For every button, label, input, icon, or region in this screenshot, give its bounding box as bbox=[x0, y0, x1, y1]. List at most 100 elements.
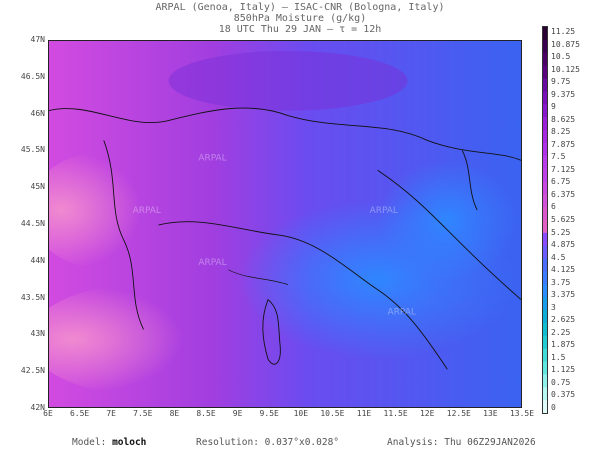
watermark: ARPAL bbox=[198, 153, 226, 163]
latitude-label: 43.5N bbox=[20, 292, 45, 302]
longitude-label: 10.5E bbox=[320, 409, 345, 418]
longitude-label: 10E bbox=[293, 409, 309, 418]
corsica-outline bbox=[262, 298, 281, 365]
longitude-label: 9E bbox=[232, 409, 243, 418]
colorbar-band bbox=[543, 374, 547, 388]
colorbar-band bbox=[543, 168, 547, 182]
colorbar-band bbox=[543, 232, 547, 247]
longitude-label: 7.5E bbox=[133, 409, 153, 418]
moisture-alps bbox=[168, 50, 408, 111]
colorbar-label: 7.875 bbox=[551, 139, 576, 149]
latitude-label: 46N bbox=[30, 108, 45, 118]
colorbar-band bbox=[543, 194, 547, 208]
watermark: ARPAL bbox=[388, 308, 416, 318]
longitude-label: 6.5E bbox=[69, 409, 90, 418]
colorbar-label: 3.75 bbox=[551, 277, 571, 287]
colorbar-label: 10.5 bbox=[551, 52, 571, 62]
moisture-map: ARPAL ARPAL ARPAL ARPAL ARPAL bbox=[48, 40, 522, 408]
longitude-label: 8.5E bbox=[196, 409, 216, 418]
colorbar-band bbox=[543, 335, 547, 350]
colorbar-label: 9.75 bbox=[551, 77, 571, 87]
watermark: ARPAL bbox=[133, 206, 161, 216]
colorbar-band bbox=[543, 27, 547, 41]
apennine-border bbox=[228, 269, 289, 285]
latitude-label: 42N bbox=[30, 403, 45, 412]
colorbar-label: 6 bbox=[551, 202, 556, 212]
longitude-label: 11E bbox=[356, 409, 372, 418]
watermark: ARPAL bbox=[370, 206, 398, 216]
colorbar-band bbox=[543, 220, 547, 234]
header-time: 18 UTC Thu 29 JAN — τ = 12h bbox=[218, 24, 382, 35]
analysis-value: Thu 06Z29JAN2026 bbox=[444, 437, 536, 448]
colorbar-label: 4.5 bbox=[551, 252, 566, 262]
longitude-label: 11.5E bbox=[383, 409, 408, 418]
colorbar-label: 8.625 bbox=[551, 114, 576, 124]
alpine-border bbox=[49, 107, 521, 161]
adriatic-coastline bbox=[377, 169, 521, 300]
longitude-label: 13E bbox=[483, 409, 498, 418]
colorbar-band bbox=[543, 400, 547, 413]
analysis-info: Analysis: Thu 06Z29JAN2026 bbox=[387, 437, 536, 448]
latitude-label: 42.5N bbox=[20, 366, 45, 376]
colorbar-label: 6.75 bbox=[551, 177, 571, 187]
latitude-label: 43N bbox=[30, 329, 45, 339]
colorbar-label: 2.625 bbox=[551, 315, 576, 325]
colorbar-label: 8.25 bbox=[551, 127, 571, 137]
watermark: ARPAL bbox=[198, 258, 226, 268]
colorbar-label: 3.375 bbox=[551, 290, 576, 300]
colorbar-band bbox=[543, 245, 547, 260]
longitude-label: 9.5E bbox=[259, 409, 279, 418]
colorbar-label: 0.75 bbox=[551, 377, 571, 387]
colorbar-label: 0.375 bbox=[551, 390, 576, 400]
latitude-label: 44.5N bbox=[20, 219, 45, 228]
colorbar-band bbox=[543, 258, 547, 272]
header-institutions: ARPAL (Genoa, Italy) — ISAC-CNR (Bologna… bbox=[155, 2, 445, 13]
resolution-value: 0.037°x0.028° bbox=[264, 437, 340, 448]
colorbar-band bbox=[543, 129, 547, 144]
france-italy-border bbox=[103, 140, 145, 330]
colorbar-label: 9 bbox=[551, 102, 556, 112]
longitude-label: 12.5E bbox=[446, 409, 471, 418]
latitude-label: 46.5N bbox=[20, 71, 45, 81]
colorbar-label: 1.875 bbox=[551, 340, 576, 350]
italy-coastline-west bbox=[158, 221, 448, 370]
colorbar-label: 10.125 bbox=[551, 64, 580, 74]
latitude-label: 44N bbox=[30, 255, 45, 265]
colorbar-band bbox=[543, 207, 547, 221]
colorbar-band bbox=[543, 65, 547, 79]
colorbar-band bbox=[543, 348, 547, 363]
moisture-low-east bbox=[377, 160, 518, 280]
model-info: Model: moloch bbox=[72, 437, 147, 448]
colorbar-band bbox=[543, 297, 547, 311]
colorbar-label: 0 bbox=[551, 403, 556, 412]
colorbar-band bbox=[543, 155, 547, 170]
colorbar-label: 3 bbox=[551, 302, 556, 312]
header-field: 850hPa Moisture (g/kg) bbox=[233, 13, 367, 24]
colorbar-band bbox=[543, 91, 547, 105]
colorbar-label: 7.125 bbox=[551, 164, 576, 174]
colorbar-band bbox=[543, 104, 547, 118]
colorbar-band bbox=[543, 322, 547, 337]
colorbar-label: 1.5 bbox=[551, 352, 566, 362]
colorbar-band bbox=[543, 181, 547, 195]
latitude-label: 45.5N bbox=[20, 145, 45, 155]
colorbar-band bbox=[543, 52, 547, 67]
colorbar-label: 4.875 bbox=[551, 240, 576, 250]
colorbar-label: 4.125 bbox=[551, 265, 576, 275]
colorbar-label: 6.375 bbox=[551, 189, 576, 199]
colorbar-label: 5.625 bbox=[551, 215, 576, 224]
colorbar-label: 7.5 bbox=[551, 152, 566, 162]
colorbar-band bbox=[543, 271, 547, 285]
colorbar-label: 2.25 bbox=[551, 327, 571, 337]
colorbar-label: 10.875 bbox=[551, 39, 580, 49]
model-value: moloch bbox=[112, 437, 147, 448]
resolution-info: Resolution: 0.037°x0.028° bbox=[196, 437, 340, 448]
colorbar-band bbox=[543, 310, 547, 324]
colorbar-band bbox=[543, 142, 547, 157]
istria-coastline bbox=[461, 150, 478, 211]
colorbar-band bbox=[543, 387, 547, 401]
colorbar-label: 1.125 bbox=[551, 365, 576, 375]
colorbar-band bbox=[543, 39, 547, 54]
colorbar-label: 11.25 bbox=[551, 27, 576, 36]
latitude-label: 47N bbox=[30, 35, 45, 44]
